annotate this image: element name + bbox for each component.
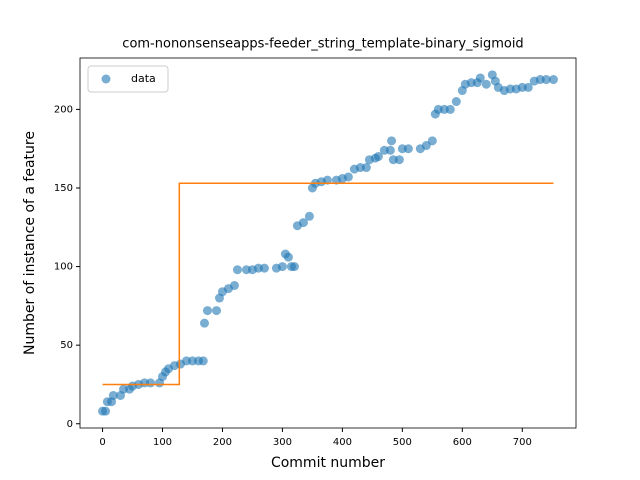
data-point [298,218,308,228]
y-tick-label: 150 [54,183,73,194]
data-point [322,175,332,185]
data-point [387,136,397,146]
data-point [481,79,491,89]
data-point [361,163,371,173]
x-tick-label: 0 [99,437,105,448]
data-point [394,155,404,165]
data-point [229,280,239,290]
data-point [277,262,287,272]
data-point [385,145,395,155]
data-point [541,75,551,85]
x-tick-label: 600 [453,437,472,448]
data-point [548,75,558,85]
data-point [445,104,455,114]
x-tick-label: 700 [513,437,532,448]
data-point [403,144,413,154]
legend-box [87,65,169,93]
legend-label: data [131,72,156,85]
data-point [259,263,269,273]
x-tick-label: 100 [153,437,172,448]
legend-marker [101,74,111,84]
y-axis-label: Number of instance of a feature [22,131,38,355]
chart-title: com-nononsenseapps-feeder_string_templat… [122,37,523,52]
x-tick-label: 200 [213,437,232,448]
x-axis-label: Commit number [271,455,385,471]
data-point [232,265,242,275]
y-tick-label: 0 [67,419,73,430]
data-point [343,172,353,182]
data-point [523,82,533,92]
data-point [146,378,156,388]
y-tick-label: 100 [54,262,73,273]
data-point [101,406,111,416]
data-point [475,73,485,83]
fit-line [102,182,554,386]
data-point [199,318,209,328]
data-point [211,306,221,316]
data-point [304,211,314,221]
data-point [108,390,118,400]
data-point [283,252,293,262]
x-tick-label: 500 [393,437,412,448]
y-tick-label: 50 [60,340,73,351]
data-point [198,356,208,366]
x-tick-label: 400 [333,437,352,448]
y-tick-label: 200 [54,104,73,115]
data-point [289,262,299,272]
data-point [373,152,383,162]
data-point [427,136,437,146]
data-point [202,306,212,316]
plot-frame [79,57,577,429]
data-point [451,97,461,107]
x-tick-label: 300 [273,437,292,448]
